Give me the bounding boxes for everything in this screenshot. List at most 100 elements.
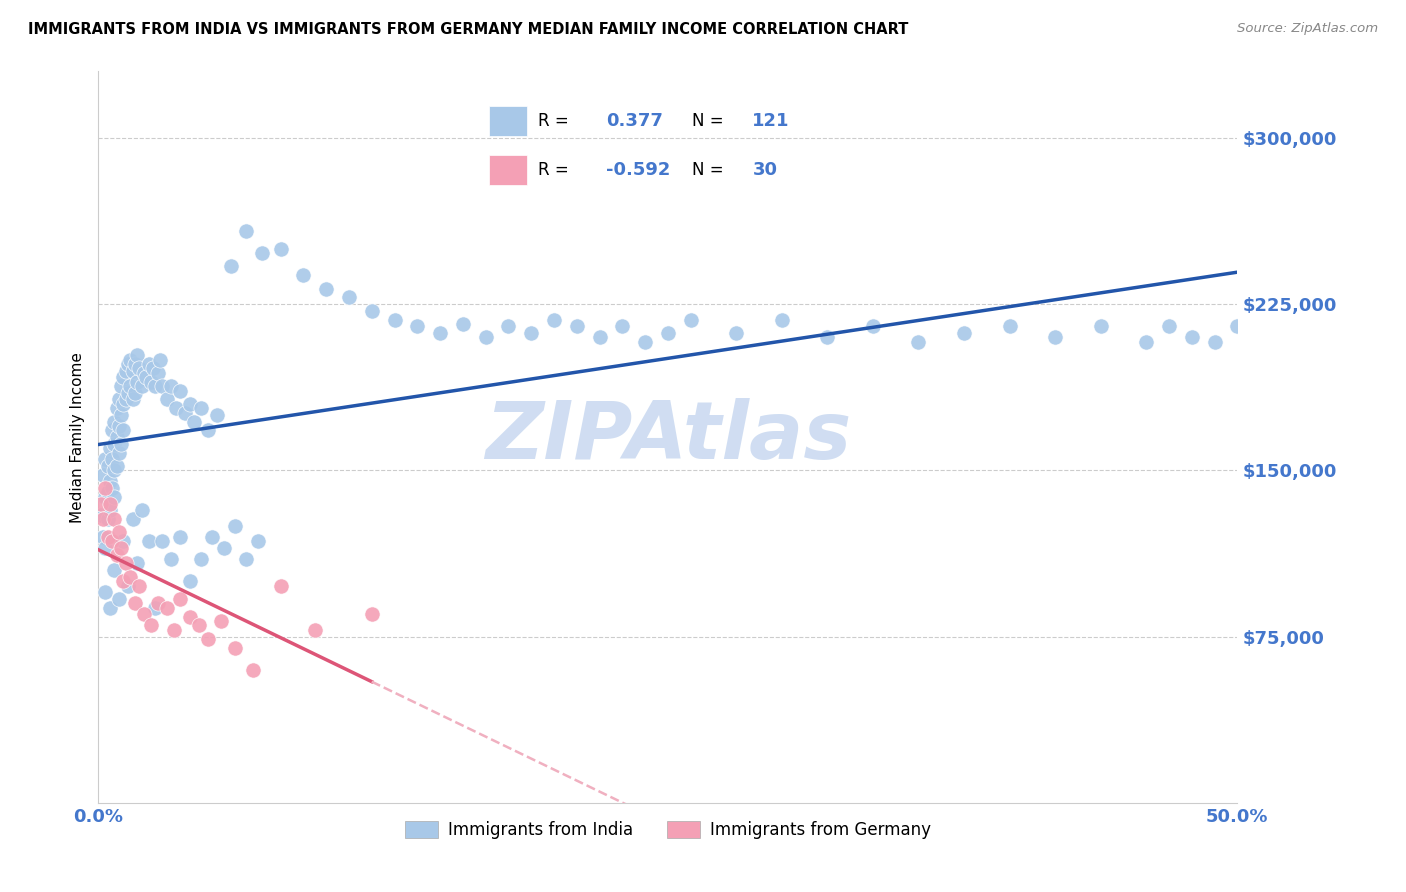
Point: [953, 326, 976, 340]
Point: [146, 596, 169, 610]
Point: [105, 548, 128, 562]
Point: [105, 401, 128, 416]
Point: [131, 379, 153, 393]
Point: [90, 508, 112, 522]
Point: [103, 463, 125, 477]
Point: [1157, 319, 1180, 334]
Point: [98, 441, 121, 455]
Point: [91, 512, 114, 526]
Point: [138, 534, 160, 549]
Point: [98, 503, 121, 517]
Point: [165, 401, 187, 416]
Point: [174, 406, 197, 420]
Point: [270, 578, 292, 592]
Point: [108, 445, 131, 459]
Point: [190, 401, 212, 416]
Point: [120, 379, 142, 393]
Point: [815, 330, 838, 344]
Point: [197, 632, 219, 646]
Point: [117, 578, 139, 592]
Point: [224, 640, 246, 655]
Point: [1226, 319, 1249, 334]
Point: [292, 268, 315, 283]
Point: [90, 497, 112, 511]
Point: [1204, 334, 1226, 349]
Point: [679, 312, 702, 326]
Point: [120, 570, 142, 584]
Point: [101, 481, 124, 495]
Point: [108, 591, 131, 606]
Point: [127, 375, 149, 389]
Y-axis label: Median Family Income: Median Family Income: [69, 351, 84, 523]
Point: [128, 578, 150, 592]
Point: [145, 379, 167, 393]
Point: [117, 357, 139, 371]
Point: [1090, 319, 1112, 334]
Point: [360, 303, 382, 318]
Point: [124, 385, 146, 400]
Point: [179, 397, 201, 411]
Point: [94, 585, 117, 599]
Point: [121, 512, 143, 526]
Point: [112, 424, 135, 438]
Point: [91, 467, 114, 482]
Point: [205, 408, 228, 422]
Point: [169, 530, 191, 544]
Point: [235, 224, 257, 238]
Point: [94, 490, 117, 504]
Point: [114, 557, 136, 571]
Point: [360, 607, 382, 622]
Point: [124, 596, 146, 610]
Point: [110, 436, 132, 450]
Point: [121, 363, 143, 377]
Point: [139, 618, 162, 632]
Point: [183, 415, 205, 429]
Point: [132, 366, 155, 380]
Point: [96, 530, 118, 544]
Legend: Immigrants from India, Immigrants from Germany: Immigrants from India, Immigrants from G…: [398, 814, 938, 846]
Point: [146, 366, 169, 380]
Point: [1135, 334, 1157, 349]
Point: [112, 370, 135, 384]
Point: [98, 497, 121, 511]
Point: [98, 600, 121, 615]
Point: [139, 375, 162, 389]
Point: [520, 326, 543, 340]
Point: [543, 312, 565, 326]
Point: [1181, 330, 1204, 344]
Point: [179, 609, 201, 624]
Point: [117, 385, 139, 400]
Point: [103, 563, 125, 577]
Point: [101, 534, 124, 549]
Point: [149, 352, 172, 367]
Point: [169, 384, 191, 398]
Point: [110, 541, 132, 555]
Point: [315, 282, 337, 296]
Point: [634, 334, 657, 349]
Point: [190, 552, 212, 566]
Point: [112, 574, 135, 589]
Point: [150, 534, 173, 549]
Point: [103, 490, 125, 504]
Point: [429, 326, 451, 340]
Point: [96, 512, 118, 526]
Point: [565, 319, 588, 334]
Point: [156, 600, 179, 615]
Point: [162, 623, 184, 637]
Point: [224, 518, 246, 533]
Point: [127, 557, 149, 571]
Point: [235, 552, 257, 566]
Point: [112, 534, 135, 549]
Point: [128, 361, 150, 376]
Point: [105, 430, 128, 444]
Point: [101, 424, 124, 438]
Point: [201, 530, 224, 544]
Point: [212, 541, 235, 555]
Point: [127, 348, 149, 362]
Point: [179, 574, 201, 589]
Point: [907, 334, 929, 349]
Point: [406, 319, 429, 334]
Point: [121, 392, 143, 407]
Point: [114, 392, 136, 407]
Text: Source: ZipAtlas.com: Source: ZipAtlas.com: [1237, 22, 1378, 36]
